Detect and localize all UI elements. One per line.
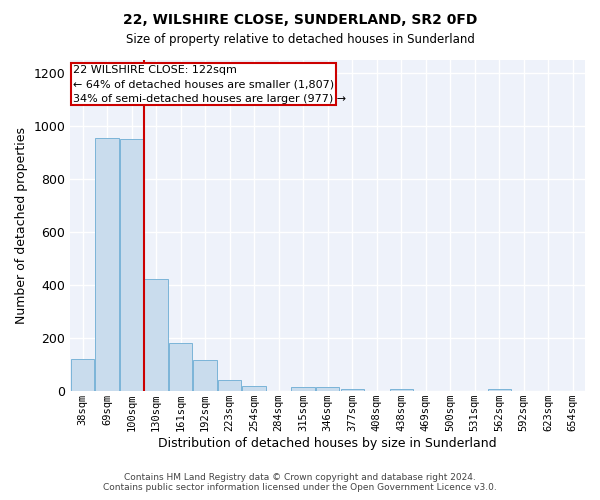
X-axis label: Distribution of detached houses by size in Sunderland: Distribution of detached houses by size … — [158, 437, 497, 450]
Bar — [95, 138, 119, 391]
Bar — [193, 360, 217, 391]
Text: 22, WILSHIRE CLOSE, SUNDERLAND, SR2 0FD: 22, WILSHIRE CLOSE, SUNDERLAND, SR2 0FD — [123, 12, 477, 26]
Bar — [218, 380, 241, 391]
Y-axis label: Number of detached properties: Number of detached properties — [15, 127, 28, 324]
Bar — [316, 387, 339, 391]
Text: 22 WILSHIRE CLOSE: 122sqm
← 64% of detached houses are smaller (1,807)
34% of se: 22 WILSHIRE CLOSE: 122sqm ← 64% of detac… — [73, 65, 347, 104]
Bar — [145, 278, 168, 391]
Bar — [71, 62, 336, 104]
Text: Size of property relative to detached houses in Sunderland: Size of property relative to detached ho… — [125, 32, 475, 46]
Bar — [389, 388, 413, 391]
Bar — [242, 386, 266, 391]
Bar — [488, 389, 511, 391]
Bar — [169, 343, 192, 391]
Bar — [120, 140, 143, 391]
Bar — [292, 388, 315, 391]
Text: Contains HM Land Registry data © Crown copyright and database right 2024.
Contai: Contains HM Land Registry data © Crown c… — [103, 473, 497, 492]
Bar — [71, 360, 94, 391]
Bar — [341, 389, 364, 391]
